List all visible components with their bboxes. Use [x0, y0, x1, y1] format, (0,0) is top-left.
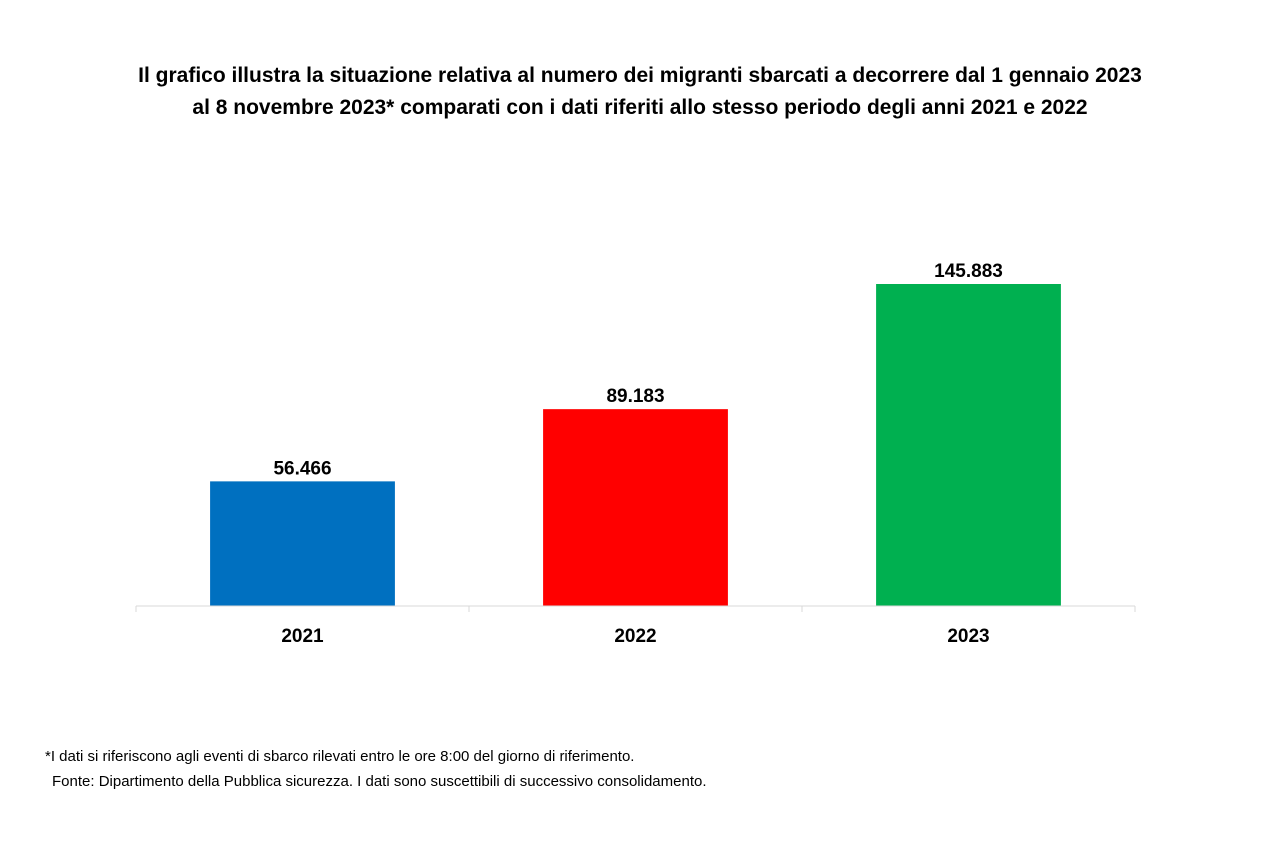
chart-title: Il grafico illustra la situazione relati… — [138, 64, 1142, 119]
category-label-2021: 2021 — [281, 626, 324, 647]
category-label-2022: 2022 — [614, 626, 656, 647]
bar-2021 — [210, 481, 395, 606]
data-label-2023: 145.883 — [934, 261, 1003, 282]
data-label-2021: 56.466 — [273, 458, 331, 479]
footnote-note: *I dati si riferiscono agli eventi di sb… — [45, 748, 635, 765]
bars-layer — [210, 284, 1061, 606]
category-labels: 2021 2022 2023 — [281, 626, 989, 647]
bar-2022 — [543, 409, 728, 606]
category-label-2023: 2023 — [947, 626, 989, 647]
data-label-2022: 89.183 — [606, 386, 664, 407]
bar-2023 — [876, 284, 1061, 606]
x-axis-ticks — [135, 606, 1136, 612]
data-labels: 56.466 89.183 145.883 — [273, 261, 1002, 479]
footnote-source: Fonte: Dipartimento della Pubblica sicur… — [52, 773, 707, 790]
